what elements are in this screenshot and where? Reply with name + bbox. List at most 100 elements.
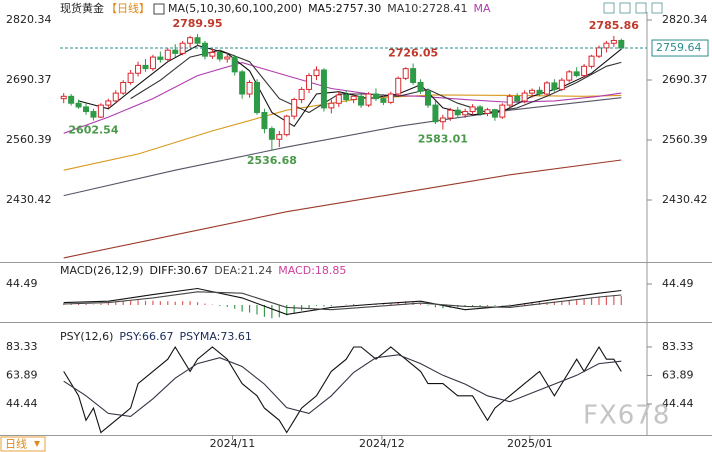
candle-body bbox=[60, 95, 67, 100]
candle-body bbox=[276, 134, 283, 140]
candle-body bbox=[254, 81, 261, 113]
legend-entry: DEA:21.24 bbox=[214, 264, 272, 277]
candle-body bbox=[283, 115, 290, 136]
candle-body bbox=[320, 69, 327, 109]
x-tick-label: 2025/01 bbox=[507, 437, 553, 450]
candle-body bbox=[410, 68, 417, 83]
candle-body bbox=[595, 47, 602, 57]
x-tick-label: 2024/12 bbox=[359, 437, 405, 450]
candle-body bbox=[313, 69, 320, 77]
candle-body bbox=[573, 71, 580, 77]
legend-entry: MACD:18.85 bbox=[278, 264, 346, 277]
candle-body bbox=[506, 95, 513, 106]
candle-body bbox=[484, 109, 491, 114]
y-tick-label-right: 63.89 bbox=[662, 368, 694, 381]
candle-body bbox=[335, 94, 342, 104]
icon[interactable] bbox=[635, 2, 647, 14]
candle-body bbox=[201, 42, 208, 57]
period: 【日线】 bbox=[106, 1, 150, 15]
window-icons bbox=[603, 2, 663, 14]
candle-body bbox=[239, 71, 246, 95]
watermark: FX678 bbox=[583, 401, 670, 431]
y-tick-label: 2820.34 bbox=[6, 13, 52, 26]
candle-body bbox=[439, 117, 446, 123]
y-tick-label: 44.44 bbox=[6, 397, 38, 410]
legend-entry: PSYMA:73.61 bbox=[180, 330, 252, 343]
y-tick-label: 2430.42 bbox=[6, 193, 52, 206]
candle-body bbox=[551, 82, 558, 90]
candle-body bbox=[499, 104, 506, 118]
y-tick-label: 44.49 bbox=[6, 277, 38, 290]
candle-body bbox=[462, 111, 469, 116]
candle-body bbox=[142, 64, 149, 70]
candle-body bbox=[543, 82, 550, 95]
period-caret bbox=[34, 441, 40, 447]
candle-body bbox=[75, 102, 82, 108]
candle-body bbox=[529, 89, 536, 94]
candle-body bbox=[209, 51, 216, 57]
last-price-label: 2759.64 bbox=[656, 41, 702, 54]
ma-line bbox=[63, 62, 622, 134]
candle-body bbox=[83, 106, 90, 113]
candle-body bbox=[558, 79, 565, 90]
ma-line bbox=[63, 287, 622, 315]
legend-entry: MA5:2757.30 bbox=[308, 2, 381, 15]
candle-body bbox=[343, 94, 350, 101]
candle-body bbox=[328, 102, 335, 109]
candle-body bbox=[120, 81, 127, 94]
ma-line bbox=[63, 97, 622, 197]
candle-body bbox=[618, 39, 625, 49]
candle-body bbox=[291, 99, 298, 117]
candle-body bbox=[224, 56, 231, 60]
candle-body bbox=[231, 56, 238, 73]
y-tick-label-right: 2560.39 bbox=[662, 133, 708, 146]
y-tick-label-right: 2690.37 bbox=[662, 73, 708, 86]
candle-body bbox=[454, 109, 461, 116]
ma-line bbox=[63, 291, 622, 311]
candle-body bbox=[261, 111, 268, 130]
ma-line bbox=[63, 159, 622, 259]
candle-body bbox=[127, 72, 134, 83]
candle-body bbox=[246, 81, 253, 95]
ma-line bbox=[63, 354, 622, 417]
period-box[interactable] bbox=[0, 436, 46, 452]
candle-body bbox=[402, 68, 409, 79]
candle-body bbox=[298, 88, 305, 101]
icon[interactable] bbox=[619, 2, 631, 14]
y-tick-label-right: 83.33 bbox=[662, 340, 694, 353]
candle-body bbox=[358, 95, 365, 106]
x-tick-label: 2024/11 bbox=[210, 437, 256, 450]
y-tick-label-right: 44.44 bbox=[662, 397, 694, 410]
icon[interactable] bbox=[651, 2, 663, 14]
candle-body bbox=[469, 106, 476, 113]
candle-body bbox=[387, 93, 394, 103]
candle-body bbox=[365, 93, 372, 106]
ma-line bbox=[63, 345, 622, 434]
candle-body bbox=[447, 109, 454, 119]
last-price-box bbox=[651, 39, 709, 57]
indicator-title: MA(5,10,30,60,100,200) bbox=[168, 2, 302, 15]
price-annotation: 2785.86 bbox=[589, 19, 639, 32]
indicator-title: PSY(12,6) bbox=[60, 330, 113, 343]
price-annotation: 2789.95 bbox=[172, 17, 222, 30]
candle-body bbox=[588, 55, 595, 67]
icon[interactable] bbox=[603, 2, 615, 14]
candle-body bbox=[90, 111, 97, 118]
candle-body bbox=[268, 128, 275, 140]
legend-entry: DIFF:30.67 bbox=[150, 264, 209, 277]
candle-body bbox=[521, 92, 528, 102]
candle-body bbox=[477, 106, 484, 114]
candle-body bbox=[216, 51, 223, 60]
candle-body bbox=[566, 71, 573, 81]
candle-body bbox=[149, 56, 156, 70]
candle-body bbox=[350, 95, 357, 101]
legend-entry: MA10:2728.41 bbox=[387, 2, 467, 15]
candle-body bbox=[194, 37, 201, 44]
candle-body bbox=[105, 100, 112, 106]
candle-body bbox=[172, 49, 179, 54]
candle-body bbox=[135, 64, 142, 74]
y-tick-label-right: 2820.34 bbox=[662, 13, 708, 26]
candle-body bbox=[164, 49, 171, 60]
